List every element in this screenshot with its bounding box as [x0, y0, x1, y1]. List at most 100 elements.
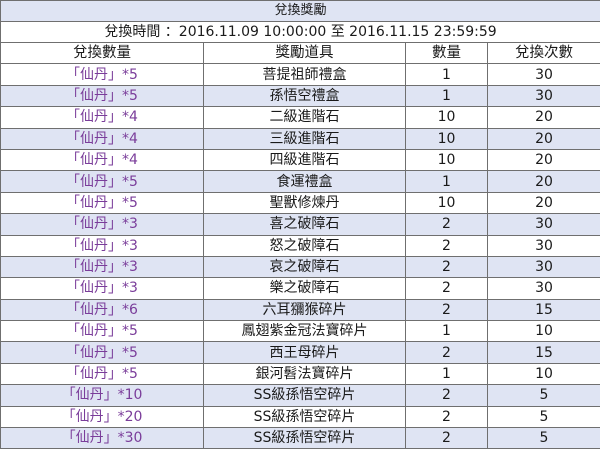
cost-quantity: *4: [122, 131, 138, 147]
reward-item: 六耳獼猴碎片: [204, 299, 406, 320]
cost-cell: 「仙丹」*20: [1, 406, 204, 427]
reward-item: SS級孫悟空碎片: [204, 428, 406, 449]
cost-item-name: 「仙丹」: [62, 409, 118, 425]
reward-quantity: 1: [406, 85, 488, 106]
reward-quantity: 2: [406, 299, 488, 320]
header-cost: 兌換數量: [1, 43, 204, 64]
reward-item: 鳳翅紫金冠法寶碎片: [204, 321, 406, 342]
cost-cell: 「仙丹」*10: [1, 385, 204, 406]
exchange-times: 20: [488, 128, 600, 149]
cost-quantity: *4: [122, 109, 138, 125]
exchange-times: 30: [488, 85, 600, 106]
reward-item: SS級孫悟空碎片: [204, 406, 406, 427]
cost-cell: 「仙丹」*5: [1, 342, 204, 363]
reward-item: 銀河髫法寶碎片: [204, 363, 406, 384]
cost-quantity: *5: [122, 345, 138, 361]
cost-quantity: *5: [122, 195, 138, 211]
exchange-times: 10: [488, 321, 600, 342]
cost-quantity: *3: [122, 259, 138, 275]
reward-quantity: 10: [406, 128, 488, 149]
reward-item: 樂之破障石: [204, 278, 406, 299]
exchange-times: 5: [488, 406, 600, 427]
cost-quantity: *5: [122, 174, 138, 190]
reward-quantity: 1: [406, 64, 488, 85]
cost-cell: 「仙丹」*5: [1, 363, 204, 384]
reward-item: SS級孫悟空碎片: [204, 385, 406, 406]
cost-cell: 「仙丹」*30: [1, 428, 204, 449]
cost-item-name: 「仙丹」: [62, 387, 118, 403]
cost-item-name: 「仙丹」: [66, 238, 122, 254]
cost-cell: 「仙丹」*4: [1, 149, 204, 170]
cost-item-name: 「仙丹」: [66, 345, 122, 361]
reward-item: 四級進階石: [204, 149, 406, 170]
reward-quantity: 1: [406, 321, 488, 342]
cost-item-name: 「仙丹」: [66, 131, 122, 147]
exchange-times: 20: [488, 192, 600, 213]
cost-item-name: 「仙丹」: [66, 216, 122, 232]
cost-quantity: *3: [122, 216, 138, 232]
reward-quantity: 10: [406, 149, 488, 170]
cost-quantity: *3: [122, 280, 138, 296]
reward-item: 二級進階石: [204, 107, 406, 128]
cost-item-name: 「仙丹」: [66, 323, 122, 339]
reward-quantity: 2: [406, 214, 488, 235]
reward-quantity: 2: [406, 278, 488, 299]
cost-cell: 「仙丹」*4: [1, 128, 204, 149]
cost-cell: 「仙丹」*3: [1, 214, 204, 235]
table-title-row: 兌換獎勵: [1, 1, 600, 22]
reward-quantity: 2: [406, 256, 488, 277]
reward-item: 三級進階石: [204, 128, 406, 149]
reward-item: 怒之破障石: [204, 235, 406, 256]
cost-cell: 「仙丹」*5: [1, 321, 204, 342]
exchange-times: 30: [488, 256, 600, 277]
cost-item-name: 「仙丹」: [66, 88, 122, 104]
table-title: 兌換獎勵: [1, 1, 600, 22]
cost-cell: 「仙丹」*6: [1, 299, 204, 320]
cost-cell: 「仙丹」*3: [1, 235, 204, 256]
exchange-times: 20: [488, 171, 600, 192]
exchange-times: 30: [488, 214, 600, 235]
exchange-times: 15: [488, 299, 600, 320]
cost-quantity: *5: [122, 67, 138, 83]
exchange-times: 30: [488, 278, 600, 299]
cost-item-name: 「仙丹」: [66, 280, 122, 296]
cost-quantity: *4: [122, 152, 138, 168]
reward-item: 聖獸修煉丹: [204, 192, 406, 213]
exchange-times: 30: [488, 235, 600, 256]
header-row: 兌換數量 獎勵道具 數量 兌換次數: [1, 43, 600, 64]
cost-item-name: 「仙丹」: [66, 366, 122, 382]
reward-item: 喜之破障石: [204, 214, 406, 235]
cost-item-name: 「仙丹」: [66, 152, 122, 168]
cost-item-name: 「仙丹」: [66, 67, 122, 83]
cost-quantity: *6: [122, 302, 138, 318]
reward-item: 菩提祖師禮盒: [204, 64, 406, 85]
header-quantity: 數量: [406, 43, 488, 64]
reward-quantity: 2: [406, 342, 488, 363]
reward-item: 哀之破障石: [204, 256, 406, 277]
exchange-time: 兌換時間 ：2016.11.09 10:00:00 至 2016.11.15 2…: [1, 22, 600, 43]
cost-quantity: *5: [122, 323, 138, 339]
cost-cell: 「仙丹」*5: [1, 85, 204, 106]
exchange-times: 5: [488, 428, 600, 449]
exchange-time-row: 兌換時間 ：2016.11.09 10:00:00 至 2016.11.15 2…: [1, 22, 600, 43]
cost-item-name: 「仙丹」: [66, 109, 122, 125]
reward-quantity: 1: [406, 171, 488, 192]
cost-cell: 「仙丹」*3: [1, 256, 204, 277]
reward-item: 孫悟空禮盒: [204, 85, 406, 106]
cost-item-name: 「仙丹」: [66, 259, 122, 275]
cost-quantity: *3: [122, 238, 138, 254]
